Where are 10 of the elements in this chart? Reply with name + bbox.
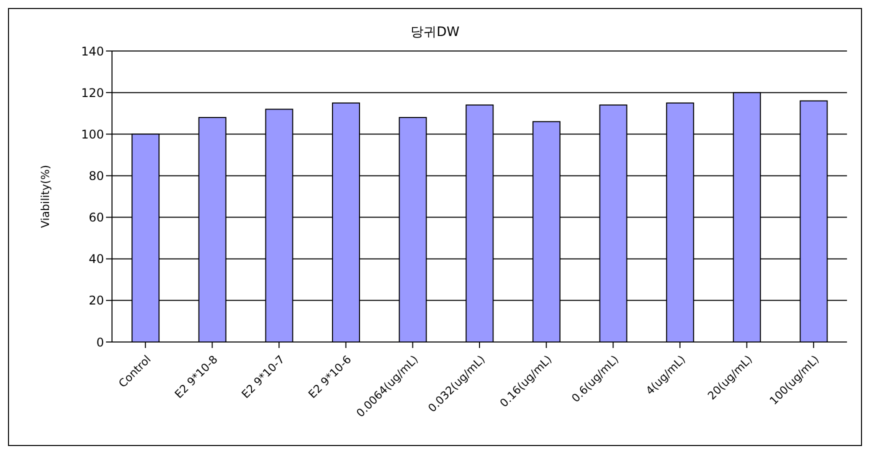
y-axis-title: Viability(%): [38, 164, 52, 228]
y-tick-label: 80: [88, 168, 104, 183]
y-tick-label: 60: [88, 210, 104, 225]
y-tick-label: 100: [81, 127, 104, 142]
y-tick-label: 0: [96, 335, 104, 350]
chart-title: 당귀DW: [410, 24, 460, 41]
y-tick-label: 20: [88, 294, 104, 308]
y-tick-label: 140: [81, 44, 104, 58]
y-tick-label: 120: [81, 86, 104, 100]
y-tick-label: 40: [88, 252, 104, 266]
